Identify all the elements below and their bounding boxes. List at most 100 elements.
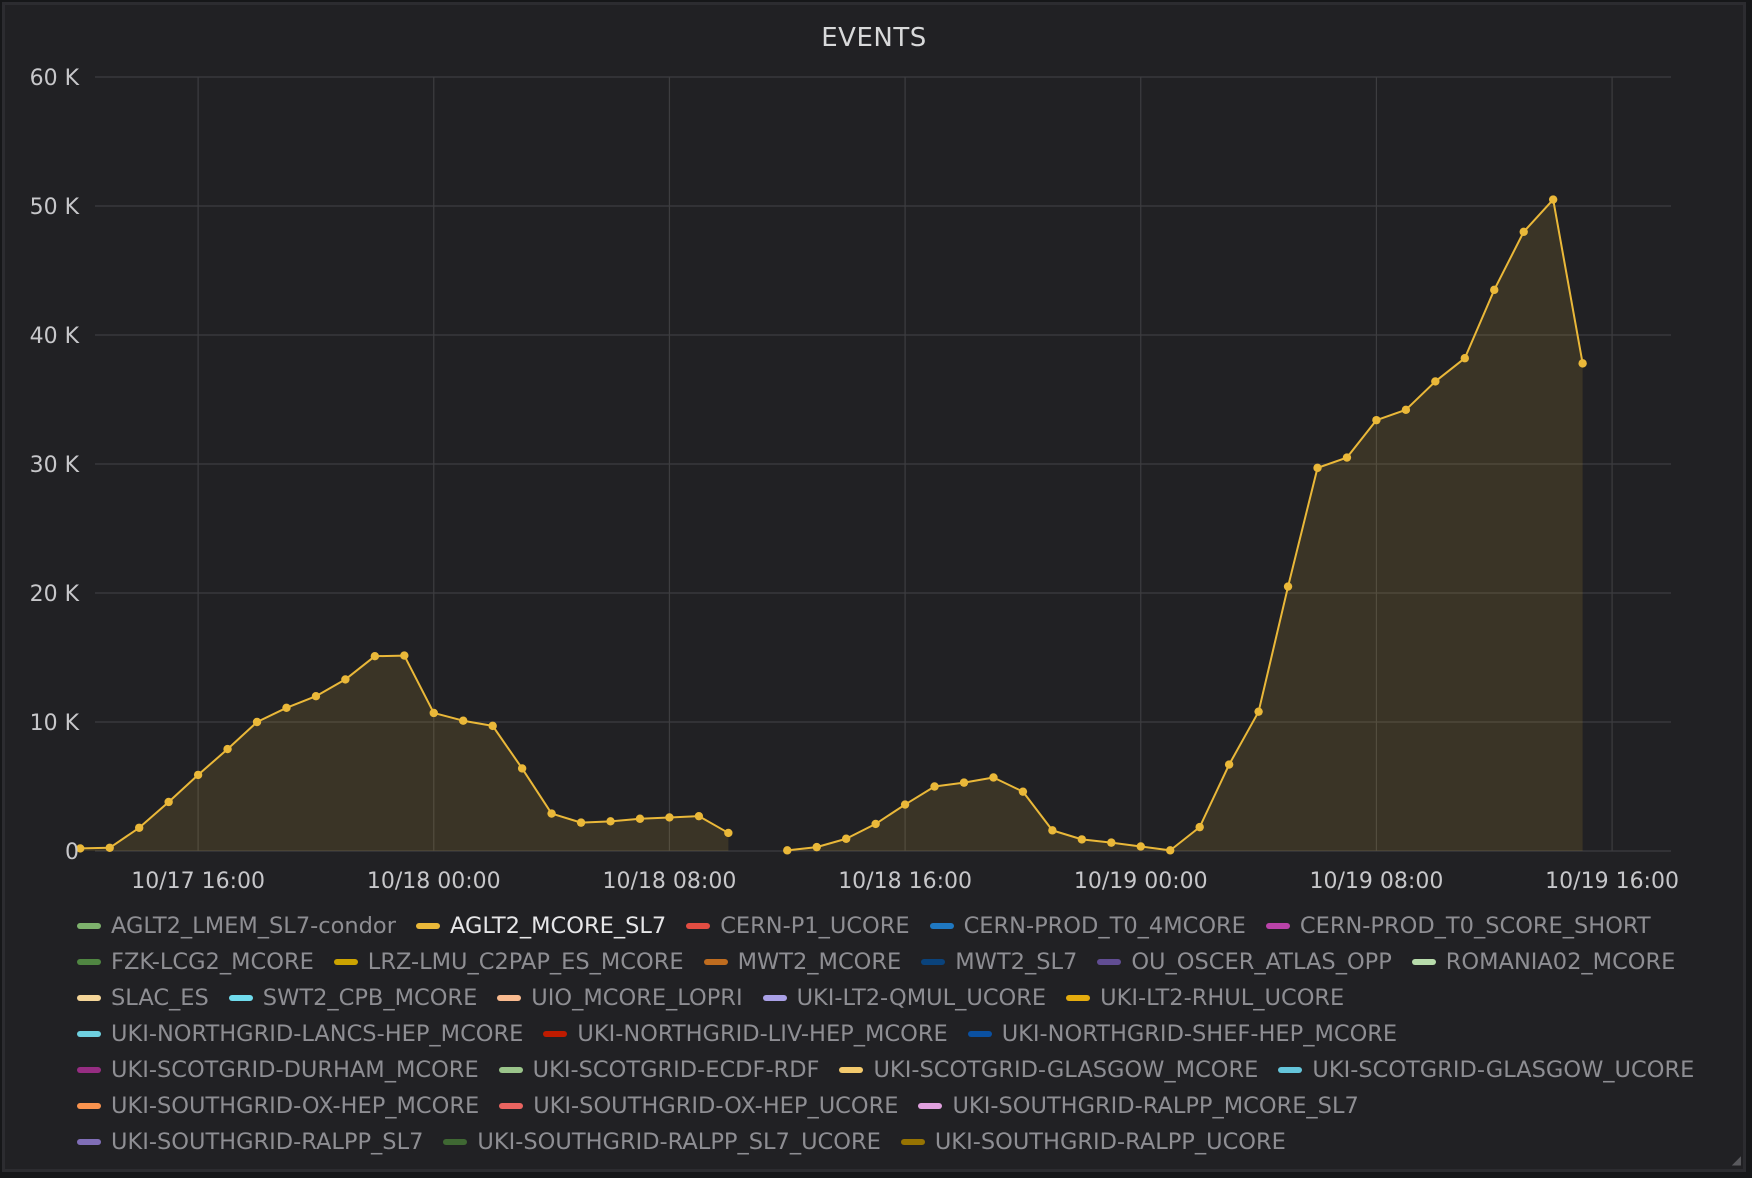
- data-point: [1460, 354, 1469, 363]
- legend-swatch-icon: [1278, 1067, 1303, 1073]
- legend-item[interactable]: CERN-PROD_T0_SCORE_SHORT: [1265, 909, 1651, 943]
- resize-handle-icon[interactable]: ◢: [1731, 1153, 1741, 1167]
- legend-swatch-icon: [77, 1139, 101, 1145]
- legend-item[interactable]: UKI-NORTHGRID-LIV-HEP_MCORE: [543, 1017, 948, 1051]
- legend-label: OU_OSCER_ATLAS_OPP: [1131, 949, 1392, 975]
- data-point: [1195, 822, 1204, 832]
- legend-label: CERN-P1_UCORE: [720, 913, 910, 939]
- legend-swatch-icon: [443, 1139, 468, 1145]
- legend-label: UKI-SCOTGRID-GLASGOW_MCORE: [873, 1057, 1259, 1083]
- data-point: [841, 834, 851, 843]
- legend-item[interactable]: UKI-SOUTHGRID-RALPP_UCORE: [900, 1125, 1286, 1159]
- legend-swatch-icon: [1097, 959, 1122, 965]
- series-line: [787, 198, 1584, 852]
- legend-item[interactable]: UKI-SCOTGRID-GLASGOW_UCORE: [1278, 1053, 1694, 1087]
- data-point: [1254, 707, 1263, 716]
- legend-item[interactable]: FZK-LCG2_MCORE: [77, 945, 314, 979]
- legend-item[interactable]: UKI-SOUTHGRID-OX-HEP_MCORE: [77, 1089, 479, 1123]
- data-point: [429, 708, 438, 718]
- data-point: [488, 721, 497, 731]
- legend-item[interactable]: OU_OSCER_ATLAS_OPP: [1097, 945, 1392, 979]
- data-point: [76, 844, 85, 853]
- legend-label: MWT2_MCORE: [737, 949, 902, 975]
- data-point: [517, 764, 527, 773]
- y-tick-label: 30 K: [30, 453, 80, 478]
- legend-label: UKI-NORTHGRID-LIV-HEP_MCORE: [577, 1021, 948, 1047]
- x-tick-label: 10/19 00:00: [1074, 869, 1208, 894]
- data-point: [370, 652, 380, 661]
- legend-item[interactable]: AGLT2_LMEM_SL7-condor: [77, 909, 396, 943]
- legend-item[interactable]: SWT2_CPB_MCORE: [228, 981, 477, 1015]
- legend-item[interactable]: CERN-P1_UCORE: [686, 909, 910, 943]
- legend-item[interactable]: LRZ-LMU_C2PAP_ES_MCORE: [333, 945, 684, 979]
- legend-item[interactable]: UKI-SCOTGRID-ECDF-RDF: [498, 1053, 819, 1087]
- legend-item[interactable]: UKI-NORTHGRID-LANCS-HEP_MCORE: [77, 1017, 523, 1051]
- data-point: [1048, 826, 1057, 835]
- legend-swatch-icon: [77, 1067, 101, 1073]
- legend-item[interactable]: UKI-SOUTHGRID-RALPP_SL7: [77, 1125, 423, 1159]
- data-point: [1519, 227, 1528, 236]
- legend-swatch-icon: [839, 1067, 864, 1073]
- events-chart[interactable]: 010 K20 K30 K40 K50 K60 K 10/17 16:00 10/…: [5, 5, 1749, 905]
- legend-label: UKI-SOUTHGRID-RALPP_UCORE: [934, 1129, 1286, 1155]
- legend-swatch-icon: [543, 1031, 568, 1037]
- data-point: [1578, 359, 1587, 368]
- legend-swatch-icon: [967, 1031, 992, 1037]
- series-points-layer: [76, 195, 1587, 855]
- legend-item[interactable]: AGLT2_MCORE_SL7: [415, 909, 666, 943]
- y-axis: 0 10 K 20 K 30 K 40 K 50 K 60 K: [30, 66, 80, 865]
- legend-swatch-icon: [703, 959, 728, 965]
- legend-swatch-icon: [499, 1103, 524, 1109]
- data-point: [341, 675, 350, 684]
- legend-item[interactable]: UKI-NORTHGRID-SHEF-HEP_MCORE: [967, 1017, 1398, 1051]
- data-point: [105, 843, 114, 852]
- legend-item[interactable]: UKI-SOUTHGRID-OX-HEP_UCORE: [499, 1089, 898, 1123]
- legend-item[interactable]: UKI-SCOTGRID-DURHAM_MCORE: [77, 1053, 479, 1087]
- legend-label: AGLT2_LMEM_SL7-condor: [111, 913, 396, 939]
- data-point: [635, 814, 645, 823]
- panel-title[interactable]: EVENTS: [821, 23, 927, 53]
- legend-swatch-icon: [686, 923, 711, 929]
- y-tick-label: 0: [65, 840, 79, 865]
- x-axis: 10/17 16:00 10/18 00:00 10/18 08:00 10/18 1…: [131, 869, 1679, 894]
- x-tick-label: 10/19 08:00: [1310, 869, 1444, 894]
- legend-item[interactable]: ROMANIA02_MCORE: [1411, 945, 1675, 979]
- legend-swatch-icon: [1066, 995, 1091, 1001]
- legend-item[interactable]: MWT2_SL7: [921, 945, 1077, 979]
- legend-label: CERN-PROD_T0_SCORE_SHORT: [1299, 913, 1651, 939]
- legend-item[interactable]: SLAC_ES: [77, 981, 209, 1015]
- data-point: [1077, 835, 1087, 844]
- legend-label: SLAC_ES: [111, 985, 209, 1011]
- legend-item[interactable]: MWT2_MCORE: [703, 945, 902, 979]
- legend-item[interactable]: UKI-SOUTHGRID-RALPP_MCORE_SL7: [918, 1089, 1359, 1123]
- legend-label: UKI-SOUTHGRID-OX-HEP_UCORE: [533, 1093, 899, 1119]
- data-point: [311, 692, 321, 701]
- data-point: [989, 773, 998, 782]
- legend-swatch-icon: [929, 923, 954, 929]
- x-tick-label: 10/18 00:00: [367, 869, 501, 894]
- legend-swatch-icon: [921, 959, 946, 965]
- data-point: [1372, 415, 1381, 425]
- series-area-layer: [80, 199, 1583, 852]
- legend-item[interactable]: UKI-SOUTHGRID-RALPP_SL7_UCORE: [443, 1125, 881, 1159]
- legend-label: UKI-NORTHGRID-SHEF-HEP_MCORE: [1001, 1021, 1398, 1047]
- data-point: [223, 744, 232, 754]
- data-point: [1283, 582, 1293, 591]
- legend-item[interactable]: UKI-LT2-QMUL_UCORE: [762, 981, 1046, 1015]
- legend-item[interactable]: UKI-LT2-RHUL_UCORE: [1066, 981, 1344, 1015]
- series-area: [787, 199, 1583, 852]
- data-point: [547, 809, 556, 818]
- legend-swatch-icon: [333, 959, 358, 965]
- data-point: [1018, 787, 1028, 796]
- chart-grid: [95, 76, 1671, 852]
- legend-item[interactable]: CERN-PROD_T0_4MCORE: [929, 909, 1246, 943]
- legend-item[interactable]: UKI-SCOTGRID-GLASGOW_MCORE: [839, 1053, 1258, 1087]
- legend-label: UIO_MCORE_LOPRI: [531, 985, 743, 1011]
- legend-swatch-icon: [228, 995, 253, 1001]
- legend-label: MWT2_SL7: [955, 949, 1078, 975]
- legend-item[interactable]: UIO_MCORE_LOPRI: [497, 981, 743, 1015]
- data-point: [193, 770, 203, 780]
- data-point: [1401, 405, 1411, 415]
- data-point: [900, 800, 910, 809]
